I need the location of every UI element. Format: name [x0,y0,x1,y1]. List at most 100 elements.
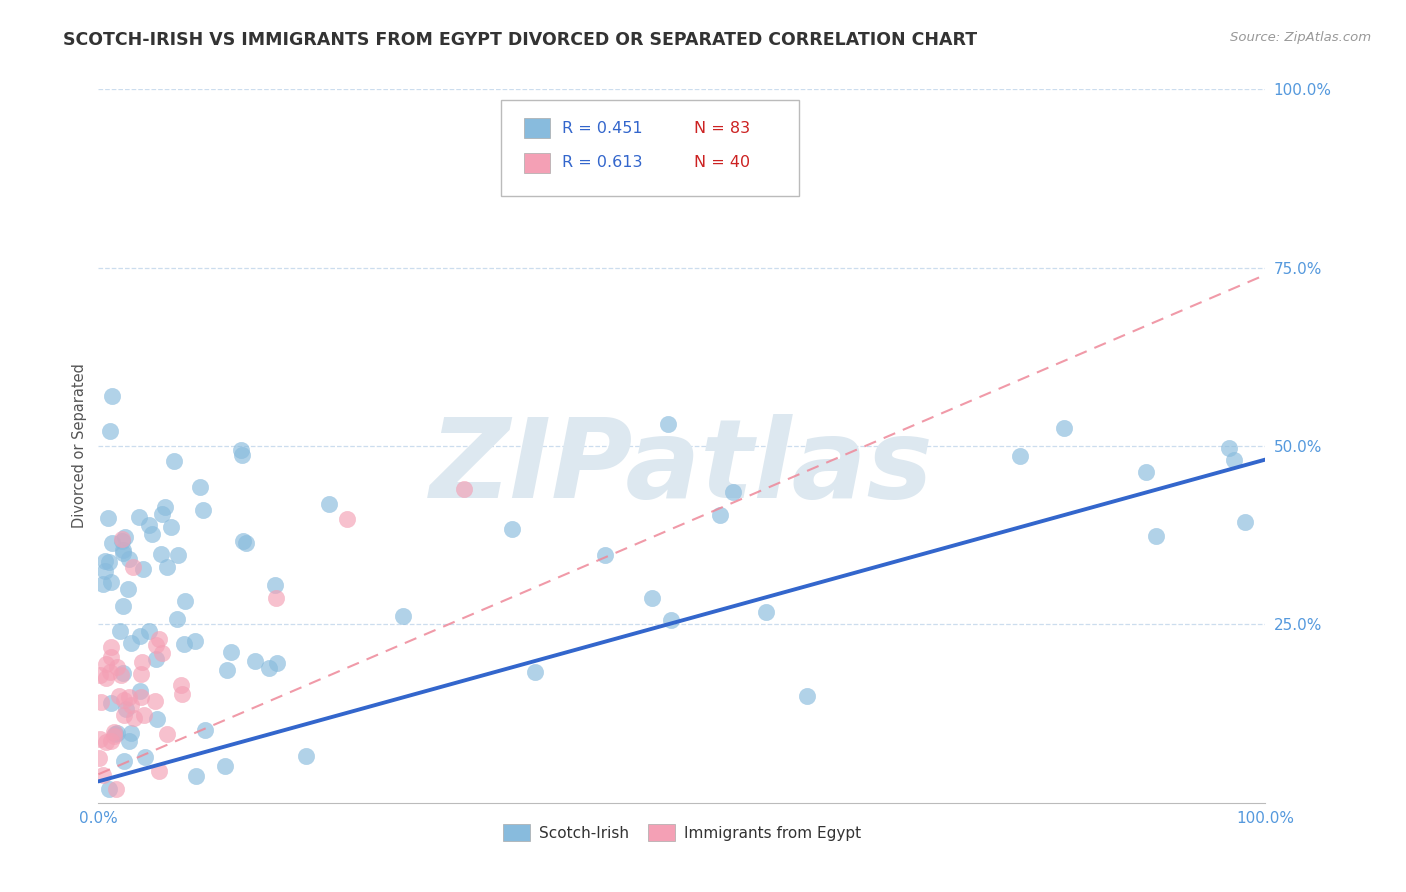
Point [1144,529,1167,543]
Point [245,654,267,668]
Point [120,726,142,740]
Point [1233,515,1256,529]
Point [184,633,207,648]
Text: N = 40: N = 40 [693,155,749,170]
Point [134,750,156,764]
Point [91,768,114,782]
Point [501,522,523,536]
Point [160,520,183,534]
Point [264,591,287,605]
Point [128,629,150,643]
Point [318,497,340,511]
Point [755,605,778,619]
Point [1010,449,1032,463]
Point [232,534,254,549]
Point [214,759,236,773]
Point [112,693,135,707]
Point [100,575,122,590]
Point [266,656,288,670]
Point [103,729,125,743]
Text: Source: ZipAtlas.com: Source: ZipAtlas.com [1230,31,1371,45]
Text: R = 0.451: R = 0.451 [562,121,643,136]
Point [98,665,121,679]
Point [108,689,131,703]
Point [1135,466,1157,480]
Point [524,665,547,679]
Point [336,512,359,526]
Point [114,530,136,544]
Point [163,454,186,468]
Point [103,724,125,739]
Point [721,484,744,499]
Point [89,668,111,682]
Point [117,734,139,748]
Point [120,698,142,712]
Point [148,632,170,646]
Point [112,599,135,613]
Point [97,781,120,796]
Point [104,727,127,741]
Point [97,555,120,569]
Point [295,749,318,764]
Point [1053,421,1076,435]
Point [235,536,257,550]
Point [122,560,145,574]
Point [112,546,135,560]
Point [188,480,211,494]
Point [100,696,122,710]
Point [115,701,138,715]
Point [453,482,475,496]
Point [191,503,214,517]
Point [131,562,153,576]
Point [100,424,122,438]
Point [120,636,142,650]
Point [97,511,120,525]
Point [101,389,124,403]
Point [143,694,166,708]
Point [194,723,217,738]
Point [155,500,177,515]
Point [796,689,818,703]
Point [156,727,179,741]
Point [100,650,122,665]
Point [148,764,170,778]
Point [96,735,118,749]
Point [131,690,153,705]
Point [173,637,195,651]
FancyBboxPatch shape [524,153,550,173]
Point [100,640,122,654]
Point [174,594,197,608]
Point [105,660,128,674]
Point [90,695,112,709]
Point [145,652,167,666]
Point [149,548,172,562]
Point [184,769,207,783]
Point [138,624,160,638]
Y-axis label: Divorced or Separated: Divorced or Separated [72,364,87,528]
Point [122,710,145,724]
Point [108,624,131,638]
Point [231,448,253,462]
Point [1223,453,1246,467]
Text: ZIPatlas: ZIPatlas [430,414,934,521]
Point [145,638,167,652]
Point [112,708,135,723]
Point [94,554,117,568]
Point [257,661,280,675]
Point [392,609,415,624]
Text: R = 0.613: R = 0.613 [562,155,643,170]
Point [104,781,127,796]
Point [117,582,139,596]
Point [640,591,662,606]
Point [593,548,616,562]
Text: SCOTCH-IRISH VS IMMIGRANTS FROM EGYPT DIVORCED OR SEPARATED CORRELATION CHART: SCOTCH-IRISH VS IMMIGRANTS FROM EGYPT DI… [63,31,977,49]
Point [110,667,132,681]
Point [118,552,141,566]
Point [134,708,156,723]
Point [111,543,134,558]
Point [166,612,188,626]
Point [129,667,152,681]
Point [131,656,153,670]
Point [150,646,173,660]
Point [150,507,173,521]
